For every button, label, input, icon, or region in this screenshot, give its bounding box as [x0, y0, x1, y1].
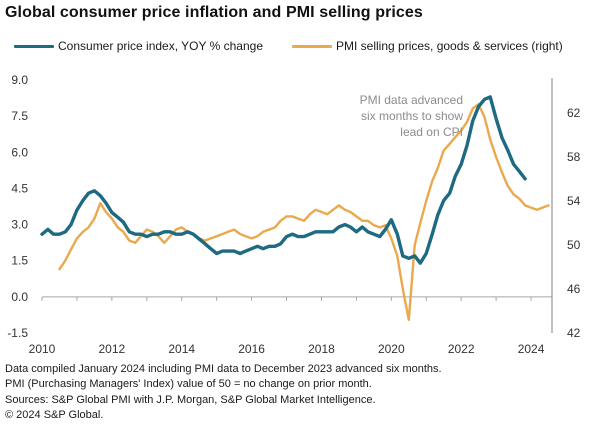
legend-label-cpi: Consumer price index, YOY % change: [58, 39, 264, 53]
x-axis-tick-label: 2024: [518, 342, 545, 356]
series-lines: [40, 95, 550, 321]
left-axis-tick-label: 3.0: [11, 218, 28, 232]
chart-title: Global consumer price inflation and PMI …: [5, 4, 423, 21]
legend-swatch-pmi: [292, 44, 332, 48]
pmi-series-line: [58, 102, 550, 321]
left-axis-tick-label: 4.5: [11, 181, 28, 195]
right-axis-tick-label: 62: [567, 106, 581, 120]
right-axis-tick-label: 42: [567, 326, 581, 340]
legend-item-pmi: PMI selling prices, goods & services (ri…: [292, 39, 563, 53]
right-axis-tick-label: 46: [567, 282, 581, 296]
legend-label-pmi: PMI selling prices, goods & services (ri…: [336, 39, 563, 53]
x-axis-tick-label: 2020: [378, 342, 405, 356]
left-axis-tick-label: 9.0: [11, 73, 28, 87]
left-axis-tick-label: 6.0: [11, 145, 28, 159]
axes: [41, 78, 553, 333]
x-axis-tick-label: 2022: [448, 342, 475, 356]
footnote-copyright: © 2024 S&P Global.: [5, 408, 104, 421]
footnote-data-compiled: Data compiled January 2024 including PMI…: [5, 363, 442, 375]
annotation-line: six months to show: [361, 109, 463, 123]
x-axis-tick-label: 2016: [238, 342, 265, 356]
left-axis-tick-label: 1.5: [11, 254, 28, 268]
left-axis-tick-label: 0.0: [11, 290, 28, 304]
tick-labels: -1.5 0.0 1.5 3.0 4.5 6.0 7.5 9.0 42 46 50 54 58 62 201…: [7, 73, 580, 356]
x-axis-tick-label: 2012: [99, 342, 126, 356]
right-axis-tick-label: 58: [567, 150, 581, 164]
left-axis-tick-label: -1.5: [7, 326, 28, 340]
annotation-line: lead on CPI: [400, 125, 463, 139]
footnotes: Data compiled January 2024 including PMI…: [5, 362, 442, 423]
annotation: PMI data advanced six months to show lead …: [360, 93, 464, 139]
footnote-sources: Sources: S&P Global PMI with J.P. Morgan…: [5, 393, 376, 406]
x-axis-tick-label: 2010: [29, 342, 56, 356]
right-axis-tick-label: 50: [567, 238, 581, 252]
legend-swatch-cpi: [14, 44, 54, 48]
right-axis-tick-label: 54: [567, 194, 581, 208]
x-axis-tick-label: 2018: [308, 342, 335, 356]
left-axis-tick-label: 7.5: [11, 109, 28, 123]
cpi-series-line: [40, 95, 527, 265]
annotation-line: PMI data advanced: [360, 93, 463, 107]
footnote-pmi-definition: PMI (Purchasing Managers' Index) value o…: [5, 378, 372, 391]
x-axis-tick-label: 2014: [168, 342, 195, 356]
legend-item-cpi: Consumer price index, YOY % change: [14, 39, 263, 53]
